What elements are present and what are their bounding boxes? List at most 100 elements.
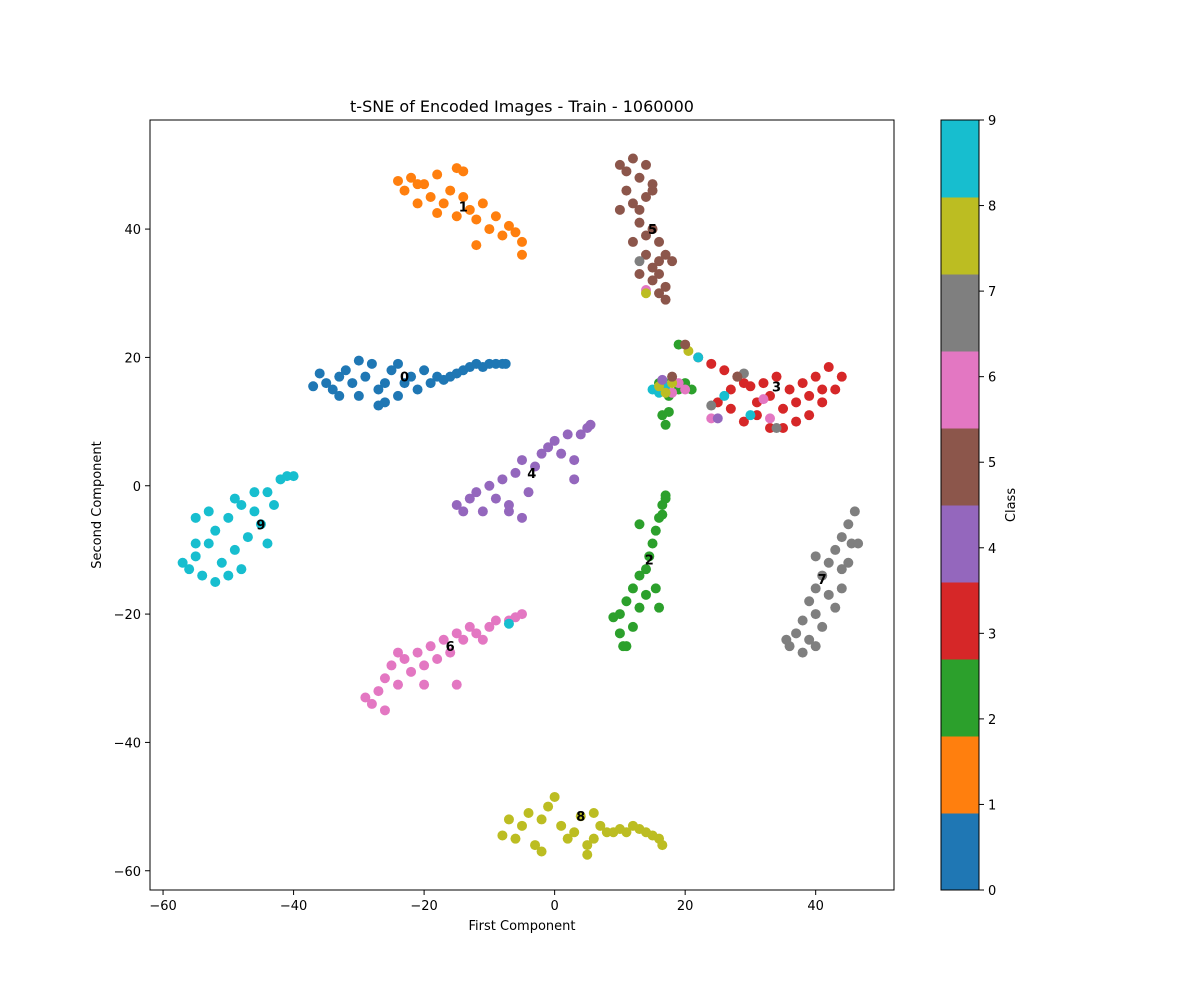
point-class-0 — [500, 358, 511, 369]
point-class-2 — [657, 509, 668, 520]
point-class-6 — [379, 705, 390, 716]
point-class-9 — [177, 557, 188, 568]
cluster-label-0: 0 — [400, 371, 409, 386]
point-class-9 — [184, 564, 195, 575]
outlier-point-class-5 — [732, 371, 743, 382]
point-class-2 — [650, 525, 661, 536]
point-class-4 — [484, 480, 495, 491]
point-class-5 — [641, 230, 651, 241]
point-class-1 — [471, 214, 482, 225]
cluster-label-6: 6 — [446, 640, 455, 655]
point-class-4 — [517, 512, 527, 523]
point-class-5 — [614, 204, 625, 215]
outlier-point-class-6 — [765, 413, 775, 424]
point-class-5 — [627, 153, 638, 164]
point-class-8 — [621, 827, 632, 838]
colorbar-tick-label: 7 — [988, 285, 996, 300]
point-class-9 — [197, 570, 208, 581]
point-class-0 — [334, 390, 345, 401]
point-class-0 — [321, 378, 332, 389]
point-class-2 — [660, 493, 671, 504]
point-class-6 — [406, 666, 417, 677]
point-class-2 — [654, 602, 665, 613]
point-class-0 — [419, 365, 430, 376]
point-class-6 — [432, 654, 443, 664]
point-class-8 — [582, 840, 593, 851]
point-class-5 — [621, 185, 632, 196]
point-class-6 — [393, 647, 403, 658]
x-tick-label: −40 — [280, 899, 307, 914]
point-class-1 — [406, 172, 417, 183]
point-class-4 — [556, 448, 567, 459]
x-tick-label: 0 — [550, 899, 558, 914]
point-class-6 — [419, 679, 430, 690]
point-class-7 — [823, 589, 834, 600]
point-class-9 — [223, 512, 234, 523]
point-class-4 — [510, 467, 521, 478]
y-tick-label: 40 — [124, 223, 141, 238]
colorbar-tick-label: 1 — [988, 798, 996, 813]
point-class-5 — [634, 269, 645, 279]
point-class-5 — [634, 172, 645, 183]
point-class-9 — [242, 532, 253, 543]
point-class-9 — [269, 500, 279, 510]
outlier-point-class-4 — [657, 374, 668, 385]
point-class-4 — [458, 506, 469, 517]
point-class-0 — [347, 378, 358, 389]
colorbar-segment-9 — [941, 120, 979, 198]
point-class-3 — [738, 378, 749, 389]
outlier-point-class-9 — [693, 352, 704, 363]
point-class-3 — [725, 384, 736, 395]
colorbar-tick-label: 0 — [988, 884, 996, 899]
colorbar-tick-label: 2 — [988, 713, 996, 728]
outlier-point-class-4 — [712, 413, 723, 424]
point-class-0 — [406, 371, 417, 382]
colorbar-segment-1 — [941, 736, 979, 814]
point-class-9 — [262, 487, 273, 498]
point-class-3 — [778, 403, 789, 414]
point-class-4 — [451, 500, 462, 510]
point-class-4 — [549, 435, 560, 446]
point-class-4 — [585, 419, 596, 430]
point-class-1 — [393, 175, 403, 186]
point-class-7 — [810, 551, 821, 562]
point-class-7 — [843, 557, 854, 568]
point-class-4 — [503, 506, 514, 517]
point-class-5 — [667, 256, 678, 267]
point-class-6 — [379, 673, 390, 684]
colorbar-tick-label: 8 — [988, 200, 996, 215]
point-class-7 — [836, 564, 847, 575]
point-class-7 — [797, 615, 808, 626]
point-class-6 — [425, 641, 436, 652]
point-class-3 — [804, 390, 815, 401]
point-class-3 — [719, 365, 730, 376]
point-class-9 — [288, 471, 299, 482]
point-class-0 — [360, 371, 371, 382]
point-class-0 — [353, 355, 364, 366]
y-tick-label: −60 — [114, 865, 141, 880]
point-class-2 — [634, 519, 645, 530]
point-class-7 — [797, 647, 808, 658]
point-class-1 — [432, 208, 443, 219]
point-class-6 — [419, 660, 430, 671]
point-class-6 — [373, 686, 384, 697]
point-class-9 — [262, 538, 273, 549]
point-class-3 — [791, 416, 802, 427]
cluster-label-3: 3 — [772, 380, 781, 395]
point-class-3 — [830, 384, 841, 395]
point-class-0 — [412, 384, 423, 395]
colorbar-tick-label: 6 — [988, 371, 996, 386]
point-class-9 — [190, 538, 201, 549]
cluster-labels-layer: 0 1 2 3 4 5 6 7 8 9 — [256, 201, 826, 826]
point-class-8 — [517, 820, 527, 831]
point-class-5 — [654, 236, 665, 247]
outlier-point-class-2 — [660, 419, 671, 430]
point-class-6 — [393, 679, 403, 690]
point-class-6 — [484, 621, 495, 632]
point-class-0 — [373, 384, 384, 395]
outlier-point-class-8 — [641, 288, 651, 299]
point-class-7 — [810, 641, 821, 652]
outlier-point-class-8 — [660, 387, 671, 398]
point-class-0 — [340, 365, 351, 376]
